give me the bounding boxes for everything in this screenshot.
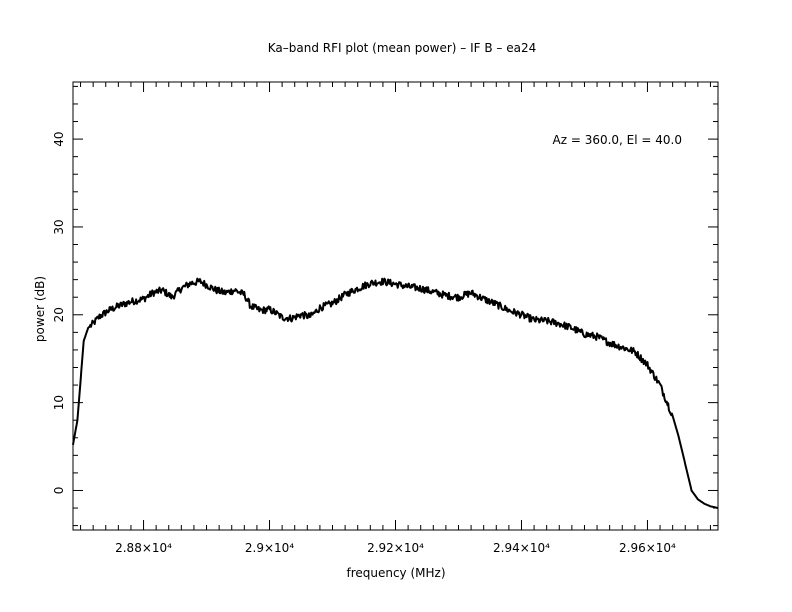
- y-tick-label: 10: [52, 395, 66, 410]
- y-tick-label: 20: [52, 307, 66, 322]
- chart-title: Ka–band RFI plot (mean power) – IF B – e…: [268, 41, 536, 55]
- y-axis-label: power (dB): [33, 276, 47, 342]
- axis-ticks: [73, 82, 718, 530]
- az-el-annotation: Az = 360.0, El = 40.0: [553, 133, 683, 147]
- x-tick-label: 2.9×10⁴: [245, 541, 294, 555]
- y-tick-label: 0: [52, 487, 66, 495]
- series-line-power: [72, 277, 719, 509]
- x-tick-label: 2.92×10⁴: [367, 541, 424, 555]
- tick-labels: 0 10 20 30 40 2.88×10⁴ 2.9×10⁴ 2.92×10⁴ 2.94×10⁴…: [52, 131, 676, 555]
- x-tick-label: 2.96×10⁴: [619, 541, 676, 555]
- x-tick-label: 2.94×10⁴: [493, 541, 550, 555]
- y-tick-label: 30: [52, 219, 66, 234]
- plot-frame: [72, 81, 719, 531]
- y-tick-label: 40: [52, 131, 66, 146]
- x-axis-label: frequency (MHz): [346, 566, 445, 580]
- x-tick-label: 2.88×10⁴: [115, 541, 172, 555]
